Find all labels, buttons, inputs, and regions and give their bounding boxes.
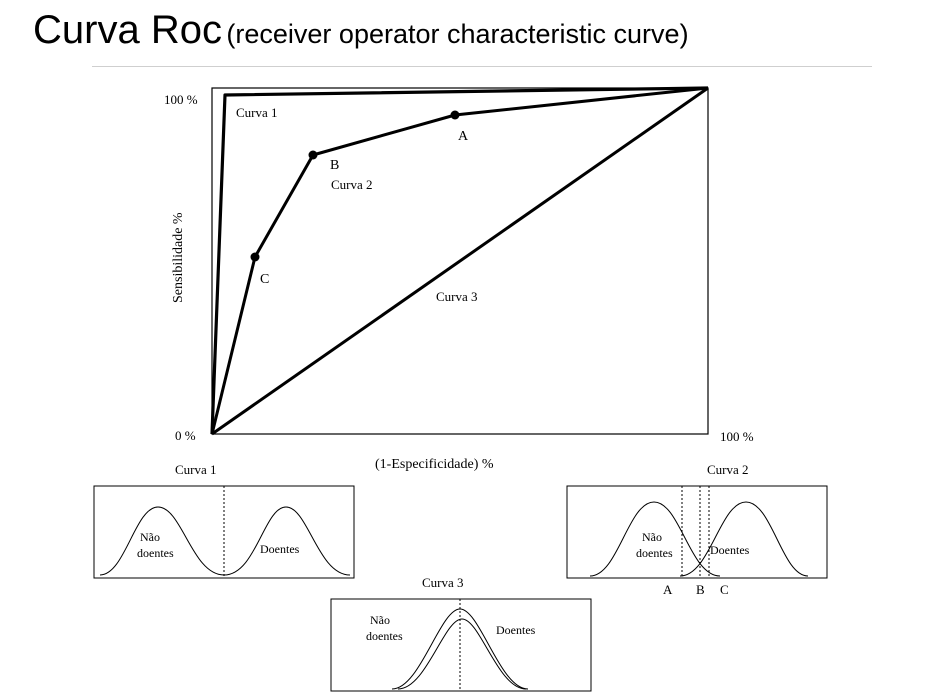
panel-curve-2-nao-doentes-curve — [589, 501, 721, 577]
panel-curve-3-inner-curve — [397, 618, 527, 690]
panel-curve-2-frame — [566, 485, 828, 579]
panel-curve-3-nao-line2: doentes — [366, 629, 403, 643]
panel-curve-3: Curva 3 Não doentes Doentes — [330, 575, 592, 692]
point-b-label: B — [330, 158, 339, 173]
curve-3-label: Curva 3 — [436, 289, 478, 304]
panel-curve-2-cut-a: A — [663, 582, 673, 597]
roc-point-c — [250, 252, 260, 262]
panel-curve-1: Curva 1 Não doentes Doentes — [93, 462, 355, 579]
panel-curve-2: Curva 2 Não doentes Doentes A B C — [566, 462, 828, 597]
curve-2-label: Curva 2 — [331, 177, 373, 192]
slide-title-sub: (receiver operator characteristic curve) — [226, 19, 689, 49]
panel-curve-2-title: Curva 2 — [707, 462, 749, 477]
point-c-label: C — [260, 272, 269, 287]
roc-plot-frame — [211, 87, 709, 435]
panel-curve-2-cut-b: B — [696, 582, 705, 597]
panel-curve-1-nao-line1: Não — [140, 530, 160, 544]
panel-curve-2-cut-c: C — [720, 582, 729, 597]
panel-curve-1-nao-line2: doentes — [137, 546, 174, 560]
y-axis-title: Sensibilidade % — [171, 212, 186, 303]
x-right-label: 100 % — [720, 429, 754, 444]
panel-curve-3-title: Curva 3 — [422, 575, 464, 590]
panel-curve-2-doentes-curve — [679, 501, 809, 577]
slide-title: Curva Roc (receiver operator characteris… — [33, 8, 689, 53]
panel-curve-3-outer-curve — [391, 608, 529, 690]
y-top-label: 100 % — [164, 92, 198, 107]
panel-curve-2-nao-line2: doentes — [636, 546, 673, 560]
curve-1-label: Curva 1 — [236, 105, 278, 120]
y-zero-label: 0 % — [175, 428, 196, 443]
roc-point-b — [308, 150, 318, 160]
point-a-label: A — [458, 129, 469, 144]
panel-curve-2-nao-line1: Não — [642, 530, 662, 544]
panel-curve-1-nao-doentes-curve — [99, 506, 225, 576]
panel-curve-3-doentes: Doentes — [496, 623, 536, 637]
title-divider — [92, 66, 872, 67]
panel-curve-2-doentes: Doentes — [710, 543, 750, 557]
x-axis-title: (1-Especificidade) % — [375, 457, 494, 472]
panel-curve-1-doentes: Doentes — [260, 542, 300, 556]
roc-curve-3 — [211, 86, 709, 436]
roc-curve-1 — [210, 86, 709, 435]
panel-curve-3-nao-line1: Não — [370, 613, 390, 627]
panel-curve-1-doentes-curve — [223, 506, 351, 576]
slide-title-main: Curva Roc — [33, 8, 222, 52]
panel-curve-1-title: Curva 1 — [175, 462, 217, 477]
panel-curve-3-frame — [330, 598, 592, 692]
roc-point-a — [450, 110, 460, 120]
